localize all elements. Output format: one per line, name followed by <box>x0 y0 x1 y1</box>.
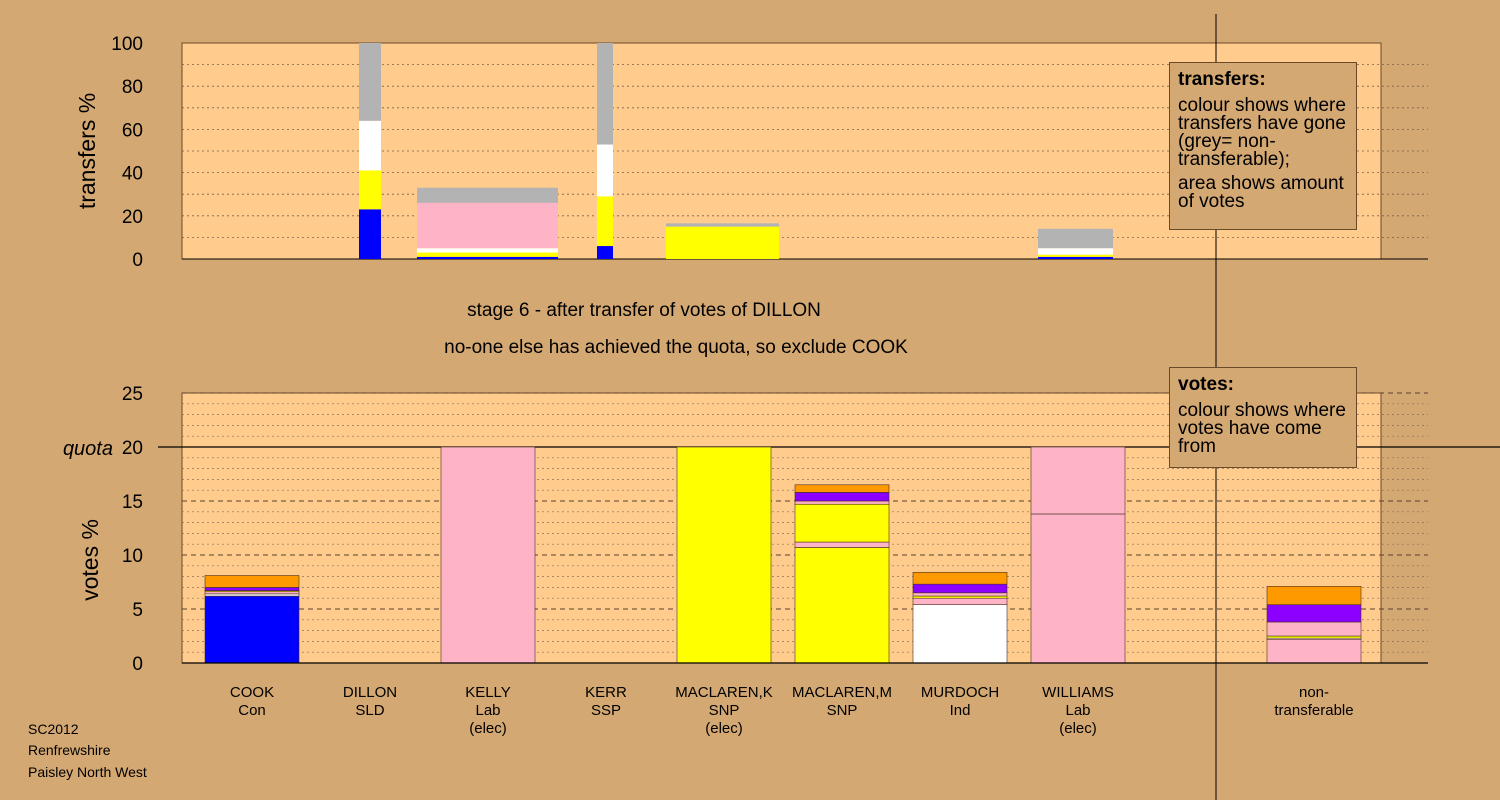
votes-y-axis-label: votes % <box>77 519 103 601</box>
candidate-label-line: (elec) <box>469 720 507 737</box>
candidate-label-line: WILLIAMS <box>1042 684 1114 701</box>
stage-caption: stage 6 - after transfer of votes of DIL… <box>467 300 821 321</box>
candidate-label-line: COOK <box>230 684 274 701</box>
action-caption: no-one else has achieved the quota, so e… <box>444 337 908 358</box>
transfer-bar-segment <box>417 256 558 259</box>
transfers-y-tick-label: 60 <box>122 120 143 141</box>
candidate-label-line: (elec) <box>1059 720 1097 737</box>
vote-bar-segment <box>912 597 1008 605</box>
transfer-bar-segment <box>597 246 613 259</box>
vote-bar-segment <box>1030 446 1126 515</box>
vote-bar-segment <box>912 583 1008 594</box>
vote-bar-segment <box>794 484 890 493</box>
candidate-label-line: MACLAREN,M <box>792 684 892 701</box>
candidate-label-line: KERR <box>585 684 627 701</box>
transfer-bar-segment <box>1038 256 1113 259</box>
transfer-bar-segment <box>359 170 381 210</box>
vote-bar-segment <box>204 591 300 595</box>
candidate-label-line: KELLY <box>465 684 511 701</box>
candidate-label-line: SNP <box>709 702 740 719</box>
transfers-y-tick-label: 0 <box>132 250 143 271</box>
vote-bar-segment <box>912 595 1008 599</box>
transfers-y-tick-label: 20 <box>122 207 143 228</box>
transfer-bar-segment <box>597 196 613 247</box>
votes-y-tick-label: 15 <box>122 492 143 513</box>
votes-legend-line1: colour shows where votes have come from <box>1178 400 1346 457</box>
votes-y-tick-label: 25 <box>122 384 143 405</box>
footer-election: SC2012 <box>28 721 79 737</box>
vote-bar-segment <box>1266 621 1362 637</box>
transfer-bar-segment <box>417 252 558 257</box>
transfer-bar-segment <box>597 43 613 145</box>
transfer-bar-segment <box>359 209 381 259</box>
vote-bar-segment <box>204 587 300 591</box>
vote-bar-segment <box>1030 513 1126 664</box>
candidate-label-line: SSP <box>591 702 621 719</box>
vote-bar-segment <box>204 595 300 664</box>
quota-label: quota <box>63 438 113 460</box>
vote-bar-segment <box>676 446 772 664</box>
vote-bar-segment <box>204 593 300 597</box>
candidate-label-line: Con <box>238 702 266 719</box>
vote-bar-segment <box>794 547 890 664</box>
vote-bar-segment <box>912 571 1008 585</box>
candidate-label-line: Lab <box>1065 702 1090 719</box>
candidate-label-line: MACLAREN,K <box>675 684 773 701</box>
candidate-label-line: Ind <box>950 702 971 719</box>
transfer-bar-segment <box>1038 254 1113 257</box>
candidate-label-line: transferable <box>1274 702 1353 719</box>
vote-bar-segment <box>794 500 890 505</box>
transfers-legend: transfers: colour shows where transfers … <box>1169 62 1357 230</box>
votes-y-tick-label: 0 <box>132 654 143 675</box>
vote-bar-segment <box>912 604 1008 664</box>
transfer-bar-segment <box>666 226 779 259</box>
transfer-bar-segment <box>417 187 558 203</box>
transfer-bar-segment <box>359 43 381 121</box>
transfers-y-axis-label: transfers % <box>74 93 100 209</box>
transfers-y-tick-label: 80 <box>122 77 143 98</box>
transfer-bar-segment <box>597 144 613 197</box>
vote-bar-segment <box>1266 586 1362 605</box>
votes-legend: votes: colour shows where votes have com… <box>1169 367 1357 468</box>
transfer-bar-segment <box>417 248 558 253</box>
candidate-label-line: (elec) <box>705 720 743 737</box>
transfer-bar-segment <box>1038 228 1113 249</box>
candidate-label-line: DILLON <box>343 684 397 701</box>
transfer-bar-segment <box>666 223 779 227</box>
vote-bar-segment <box>794 492 890 502</box>
votes-legend-title: votes: <box>1178 374 1234 395</box>
transfers-legend-title: transfers: <box>1178 69 1266 90</box>
vote-bar-segment <box>794 503 890 543</box>
votes-y-tick-label: 5 <box>132 600 143 621</box>
candidate-label-line: SNP <box>827 702 858 719</box>
votes-y-tick-label: 10 <box>122 546 143 567</box>
transfer-bar-segment <box>359 120 381 171</box>
vote-bar-segment <box>204 575 300 588</box>
candidate-label-line: non- <box>1299 684 1329 701</box>
transfers-y-tick-label: 100 <box>111 34 143 55</box>
candidate-label-line: MURDOCH <box>921 684 999 701</box>
vote-bar-segment <box>1266 635 1362 639</box>
transfers-y-tick-label: 40 <box>122 164 143 185</box>
footer-council: Renfrewshire <box>28 742 111 758</box>
votes-y-tick-label: 20 <box>122 438 143 459</box>
vote-bar-segment <box>1266 604 1362 623</box>
vote-bar-segment <box>912 592 1008 597</box>
candidate-label-line: Lab <box>475 702 500 719</box>
transfers-legend-line2: area shows amount of votes <box>1178 173 1344 212</box>
vote-bar-segment <box>440 446 536 664</box>
vote-bar-segment <box>794 541 890 548</box>
candidate-label-line: SLD <box>355 702 384 719</box>
footer-ward: Paisley North West <box>28 764 147 780</box>
transfer-bar-segment <box>417 202 558 249</box>
vote-bar-segment <box>1266 638 1362 664</box>
transfer-bar-segment <box>1038 248 1113 255</box>
transfers-legend-line1: colour shows where transfers have gone (… <box>1178 95 1346 170</box>
